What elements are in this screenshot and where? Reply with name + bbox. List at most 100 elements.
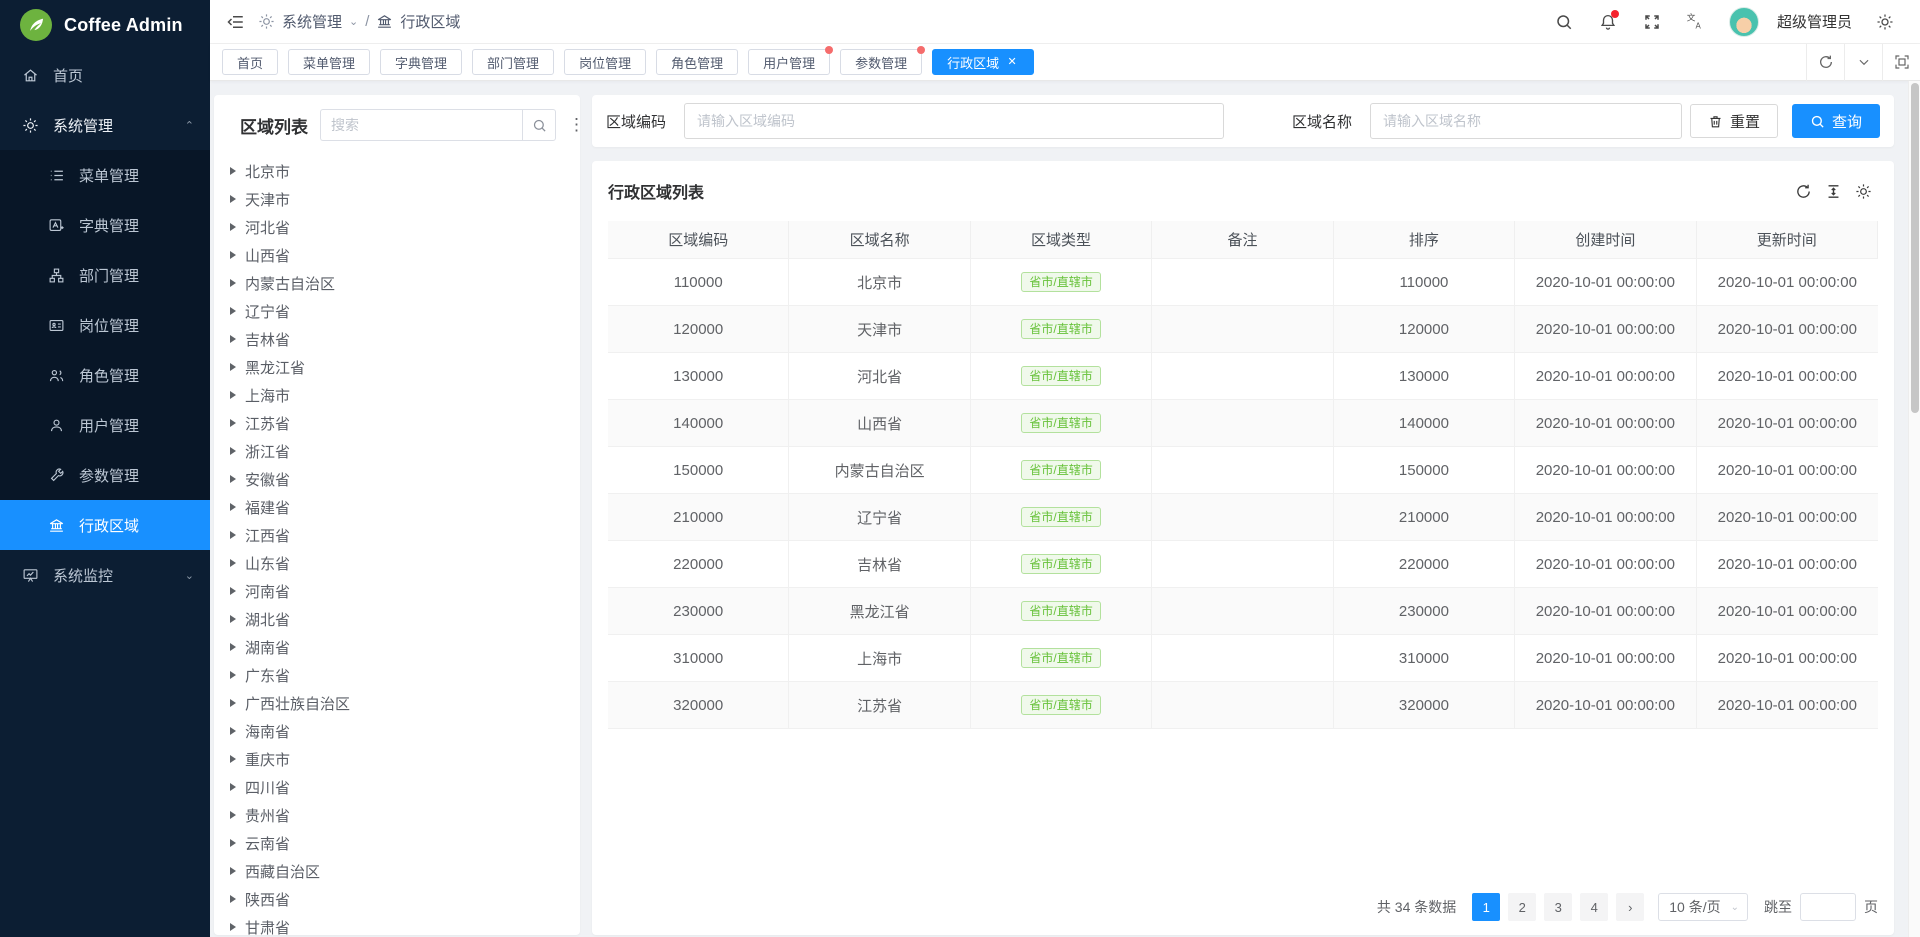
username[interactable]: 超级管理员 [1776,14,1852,31]
expand-arrow-icon[interactable] [230,391,236,399]
expand-arrow-icon[interactable] [230,195,236,203]
tree-item[interactable]: 湖南省 [230,633,580,661]
tree-item[interactable]: 黑龙江省 [230,353,580,381]
column-settings-gear-icon[interactable] [1848,176,1878,206]
tab[interactable]: 参数管理 [840,46,926,75]
tab[interactable]: 角色管理 [656,49,739,75]
sidebar-item-role-mgmt[interactable]: 角色管理 [0,350,210,400]
tree-item[interactable]: 重庆市 [230,745,580,773]
sidebar-group-monitor[interactable]: 系统监控 ⌄ [0,550,210,600]
scrollbar-thumb[interactable] [1911,83,1919,413]
expand-arrow-icon[interactable] [230,727,236,735]
sidebar-item-post-mgmt[interactable]: 岗位管理 [0,300,210,350]
region-search-input[interactable] [320,109,522,141]
tree-item[interactable]: 辽宁省 [230,297,580,325]
expand-arrow-icon[interactable] [230,223,236,231]
tree-item[interactable]: 山东省 [230,549,580,577]
sidebar-item-region[interactable]: 行政区域 [0,500,210,550]
notification-bell-icon[interactable] [1591,5,1625,39]
sidebar-item-menu-mgmt[interactable]: 菜单管理 [0,150,210,200]
expand-arrow-icon[interactable] [230,307,236,315]
tree-item[interactable]: 甘肃省 [230,913,580,935]
code-input[interactable] [684,103,1225,139]
sidebar-item-param-mgmt[interactable]: 参数管理 [0,450,210,500]
expand-arrow-icon[interactable] [230,531,236,539]
expand-arrow-icon[interactable] [230,699,236,707]
chevron-down-icon[interactable]: ⌄ [349,16,359,28]
tree-item[interactable]: 四川省 [230,773,580,801]
table-row[interactable]: 220000 吉林省 省市/直辖市 220000 2020-10-01 00:0… [608,541,1878,588]
reset-button[interactable]: 重置 [1689,104,1778,138]
expand-arrow-icon[interactable] [230,335,236,343]
sidebar-group-system[interactable]: 系统管理 ⌃ [0,100,210,150]
expand-arrow-icon[interactable] [230,615,236,623]
expand-arrow-icon[interactable] [230,503,236,511]
tab[interactable]: 菜单管理 [288,49,371,75]
table-row[interactable]: 140000 山西省 省市/直辖市 140000 2020-10-01 00:0… [608,400,1878,447]
sidebar-item-dict-mgmt[interactable]: 字典管理 [0,200,210,250]
table-row[interactable]: 320000 江苏省 省市/直辖市 320000 2020-10-01 00:0… [608,682,1878,729]
fullscreen-icon[interactable] [1635,5,1669,39]
tree-item[interactable]: 河南省 [230,577,580,605]
settings-gear-icon[interactable] [1868,5,1902,39]
tab[interactable]: 部门管理 [472,49,555,75]
tree-item[interactable]: 内蒙古自治区 [230,269,580,297]
expand-arrow-icon[interactable] [230,783,236,791]
expand-arrow-icon[interactable] [230,419,236,427]
tab[interactable]: 字典管理 [380,49,463,75]
table-row[interactable]: 230000 黑龙江省 省市/直辖市 230000 2020-10-01 00:… [608,588,1878,635]
tree-item[interactable]: 浙江省 [230,437,580,465]
tree-item[interactable]: 贵州省 [230,801,580,829]
tree-item[interactable]: 陕西省 [230,885,580,913]
tree-item[interactable]: 广东省 [230,661,580,689]
app-logo[interactable]: Coffee Admin [0,0,210,50]
tree-item[interactable]: 西藏自治区 [230,857,580,885]
expand-arrow-icon[interactable] [230,475,236,483]
tree-item[interactable]: 上海市 [230,381,580,409]
table-row[interactable]: 120000 天津市 省市/直辖市 120000 2020-10-01 00:0… [608,306,1878,353]
row-height-icon[interactable] [1818,176,1848,206]
jump-page-input[interactable] [1800,893,1856,921]
expand-arrow-icon[interactable] [230,279,236,287]
expand-arrow-icon[interactable] [230,587,236,595]
expand-arrow-icon[interactable] [230,559,236,567]
expand-arrow-icon[interactable] [230,755,236,763]
expand-arrow-icon[interactable] [230,447,236,455]
page-button[interactable]: › [1616,893,1645,921]
user-avatar[interactable] [1728,6,1759,37]
tree-item[interactable]: 福建省 [230,493,580,521]
expand-arrow-icon[interactable] [230,643,236,651]
tree-item[interactable]: 天津市 [230,185,580,213]
page-button[interactable]: 2 [1508,893,1537,921]
search-icon[interactable] [1547,5,1581,39]
vertical-scrollbar[interactable] [1908,81,1920,937]
page-button[interactable]: 4 [1580,893,1609,921]
tab[interactable]: 行政区域 [932,49,1035,75]
page-size-select[interactable]: 10 条/页 ⌄ [1658,893,1748,921]
table-row[interactable]: 110000 北京市 省市/直辖市 110000 2020-10-01 00:0… [608,259,1878,306]
expand-arrow-icon[interactable] [230,867,236,875]
refresh-icon[interactable] [1788,176,1818,206]
chevron-down-icon[interactable] [1844,43,1882,81]
tab-close-icon[interactable] [1005,55,1019,69]
sidebar-item-home[interactable]: 首页 [0,50,210,100]
tree-item[interactable]: 河北省 [230,213,580,241]
table-row[interactable]: 310000 上海市 省市/直辖市 310000 2020-10-01 00:0… [608,635,1878,682]
tree-item[interactable]: 山西省 [230,241,580,269]
table-row[interactable]: 130000 河北省 省市/直辖市 130000 2020-10-01 00:0… [608,353,1878,400]
expand-arrow-icon[interactable] [230,923,236,931]
breadcrumb-group[interactable]: 系统管理 [282,14,343,31]
tab[interactable]: 用户管理 [748,46,834,75]
expand-arrow-icon[interactable] [230,839,236,847]
tree-item[interactable]: 广西壮族自治区 [230,689,580,717]
page-button[interactable]: 3 [1544,893,1573,921]
tree-item[interactable]: 湖北省 [230,605,580,633]
tree-item[interactable]: 江西省 [230,521,580,549]
refresh-icon[interactable] [1806,43,1844,81]
tree-item[interactable]: 吉林省 [230,325,580,353]
expand-arrow-icon[interactable] [230,671,236,679]
expand-arrow-icon[interactable] [230,363,236,371]
tree-item[interactable]: 江苏省 [230,409,580,437]
sidebar-item-user-mgmt[interactable]: 用户管理 [0,400,210,450]
